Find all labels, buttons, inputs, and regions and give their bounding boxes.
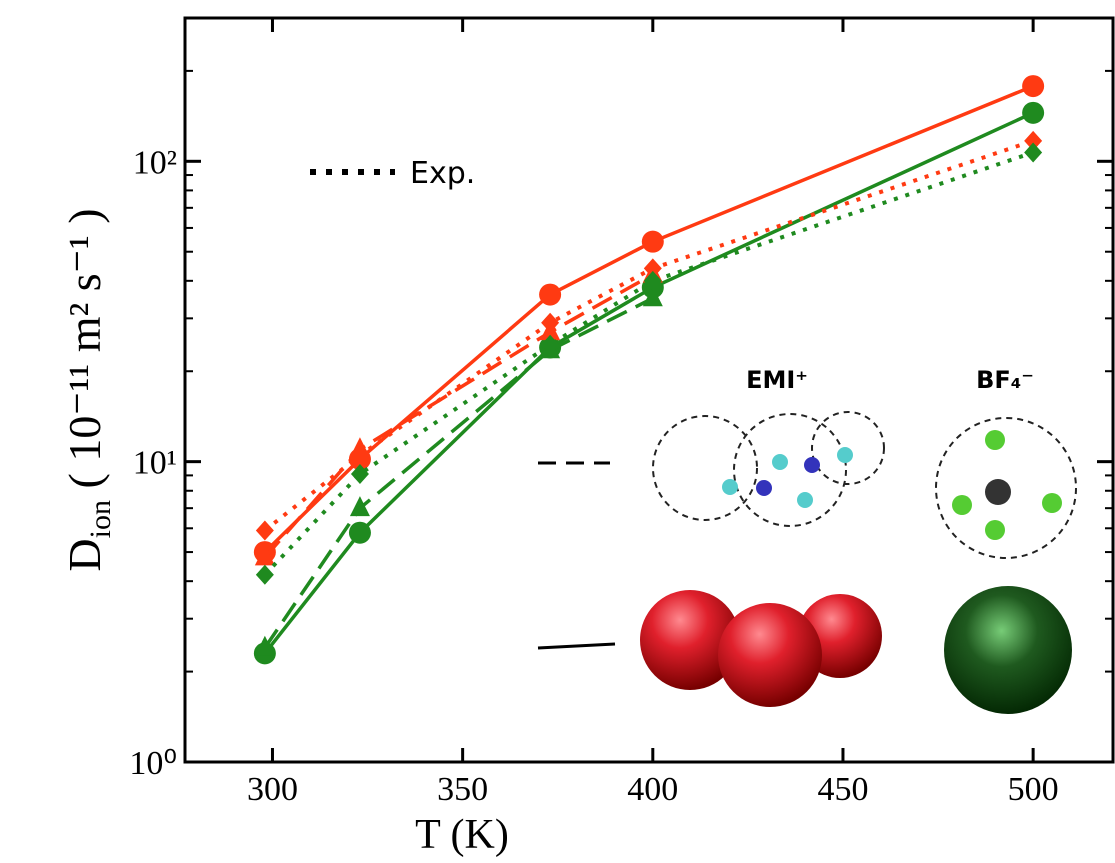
cation-ring	[653, 416, 757, 520]
series-line	[265, 113, 1033, 654]
marker	[256, 520, 274, 540]
y-tick-label: 10²	[133, 144, 177, 181]
atom	[722, 479, 738, 495]
atom	[985, 479, 1011, 505]
marker	[642, 231, 664, 253]
marker	[1022, 75, 1044, 97]
bead	[944, 586, 1072, 714]
marker	[349, 522, 371, 544]
solid-legend-line	[538, 644, 615, 648]
y-axis-label: Dion ( 10⁻¹¹ m² s⁻¹ )	[59, 208, 117, 571]
series-line	[265, 141, 1033, 531]
marker	[539, 284, 561, 306]
anion-label: BF₄⁻	[976, 366, 1034, 394]
y-label-unit: ( 10⁻¹¹ m² s⁻¹ )	[59, 208, 110, 500]
marker	[350, 496, 370, 516]
atom	[804, 457, 820, 473]
atom	[772, 454, 788, 470]
atom	[797, 492, 813, 508]
bead	[718, 603, 822, 707]
marker	[256, 565, 274, 585]
atom	[1042, 493, 1062, 513]
series-line	[265, 86, 1033, 552]
marker	[1024, 142, 1042, 162]
x-tick-label: 450	[817, 771, 868, 808]
exp-label: Exp.	[410, 156, 475, 191]
atom	[756, 480, 772, 496]
atom	[985, 430, 1005, 450]
y-tick-label: 10⁰	[129, 745, 177, 782]
x-tick-label: 300	[247, 771, 298, 808]
y-tick-label: 10¹	[133, 445, 177, 482]
cation-label: EMI⁺	[746, 366, 808, 394]
atomistic-atoms	[722, 430, 1062, 540]
y-label-sub: ion	[84, 500, 117, 538]
marker	[1022, 102, 1044, 124]
x-tick-label: 350	[437, 771, 488, 808]
x-tick-label: 500	[1008, 771, 1059, 808]
atom	[952, 495, 972, 515]
atomistic-models	[653, 412, 1076, 558]
x-axis-label: T (K)	[415, 812, 509, 858]
y-label-main: D	[59, 538, 110, 571]
cation-ring	[734, 414, 846, 526]
coarse-grained-models	[640, 586, 1072, 714]
chart: T (K) Dion ( 10⁻¹¹ m² s⁻¹ ) Exp. EMI⁺ BF…	[0, 0, 1115, 863]
x-tick-label: 400	[627, 771, 678, 808]
series-line	[265, 298, 653, 648]
atom	[985, 520, 1005, 540]
atom	[837, 447, 853, 463]
